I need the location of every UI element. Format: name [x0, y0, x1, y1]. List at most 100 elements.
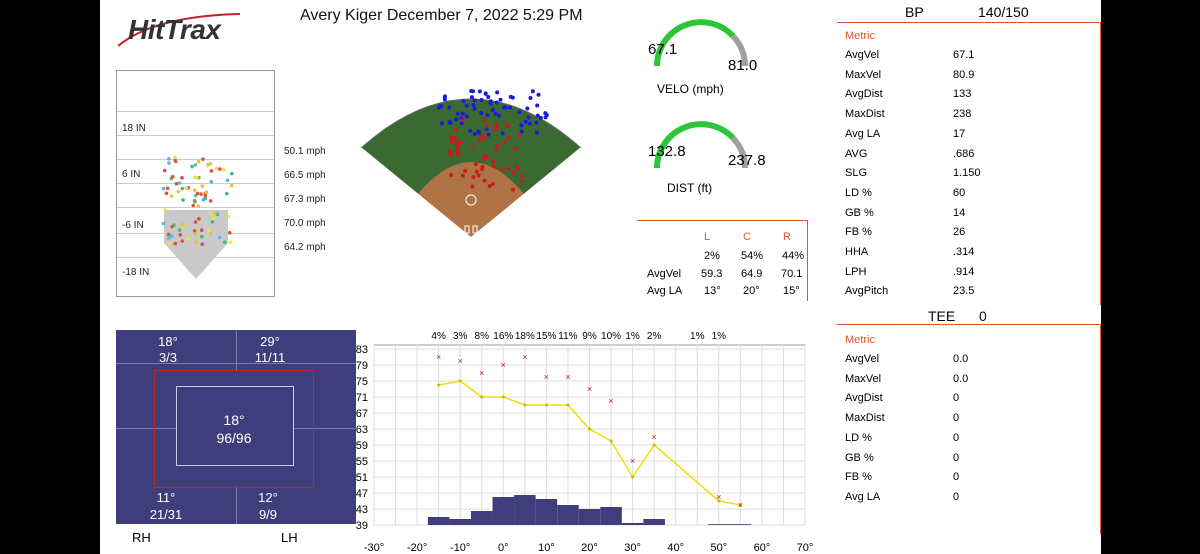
hit-dot	[488, 101, 493, 106]
metric-name: LD %	[845, 431, 872, 444]
y-tick-label: 43	[356, 504, 368, 516]
metric-value: 26	[953, 226, 966, 239]
panel-divider	[837, 324, 1101, 325]
zone-gridline	[117, 207, 274, 208]
y-tick-label: 67	[356, 408, 368, 420]
pitch-dot	[199, 192, 203, 196]
pct-left: 2%	[704, 250, 720, 262]
metric-name: MaxVel	[845, 372, 882, 385]
cell: 13°	[704, 285, 721, 297]
max-marker: ×	[479, 368, 484, 378]
pitch-dot	[170, 174, 175, 179]
pct-center: 54%	[741, 250, 764, 262]
hit-dot	[506, 135, 511, 140]
hit-dot	[464, 114, 469, 119]
metric-value: 67.1	[953, 49, 975, 61]
max-marker: ×	[652, 432, 657, 442]
hit-dot	[500, 131, 505, 136]
metric-row: LD % 60	[837, 187, 1101, 207]
hit-dot	[530, 89, 535, 94]
velo-max: 81.0	[728, 57, 758, 74]
metric-name: FB %	[845, 226, 872, 239]
zone-gridline	[117, 159, 274, 160]
metric-value: 133	[953, 88, 972, 101]
pitch-dot	[180, 239, 185, 243]
max-marker: ×	[738, 500, 743, 510]
hit-dot	[505, 123, 510, 128]
pitch-dot	[194, 240, 198, 244]
pitch-dot	[210, 220, 215, 224]
metric-row: AvgVel 0.0	[837, 353, 1101, 373]
pitch-dot	[197, 217, 201, 221]
hit-dot	[492, 128, 497, 133]
pitch-dot	[180, 186, 185, 191]
pitch-dot	[184, 186, 189, 191]
zone-label: 18 IN	[122, 123, 146, 134]
hit-dot	[472, 98, 477, 103]
x-tick-label: -20°	[407, 542, 427, 554]
hit-dot	[543, 111, 548, 116]
dist-value: 132.8	[648, 143, 686, 160]
home-plate-shape	[164, 210, 228, 279]
cell: 20°	[743, 285, 760, 297]
metric-name: AVG	[845, 147, 868, 160]
avg-point	[588, 427, 591, 431]
pitch-dot	[180, 176, 184, 180]
metric-name: LPH	[845, 265, 867, 278]
pitch-dot	[195, 175, 199, 180]
hit-dot	[449, 135, 454, 140]
count-bar	[729, 524, 752, 525]
max-marker: ×	[716, 492, 721, 502]
metric-header: Metric	[845, 334, 875, 346]
tee-count: 0	[979, 308, 987, 324]
hit-dot	[506, 166, 511, 171]
strike-zone-panel: 18 IN 6 IN -6 IN -18 IN	[116, 70, 275, 297]
hit-dot	[495, 90, 500, 95]
hit-dot	[490, 107, 495, 112]
max-marker: ×	[608, 396, 613, 406]
avg-point	[566, 403, 570, 407]
metric-name: MaxVel	[845, 68, 882, 81]
hit-dot	[456, 140, 461, 145]
zone-gridline	[117, 135, 274, 136]
metric-name: LD %	[845, 186, 872, 199]
max-marker: ×	[436, 352, 441, 362]
hit-dot	[513, 146, 518, 151]
hit-dot	[508, 105, 513, 110]
hit-dot	[461, 98, 466, 103]
bp-metrics-panel: BP 140/150 Metric AvgVel 67.1 MaxVel 80.9 Av…	[837, 0, 1101, 305]
pitch-dot	[203, 196, 208, 201]
hit-dot	[483, 91, 488, 96]
hit-dot	[543, 115, 548, 120]
count-bar	[643, 519, 665, 525]
center-zone-box	[176, 386, 294, 466]
avg-point	[544, 403, 548, 407]
pitch-dot	[201, 157, 205, 161]
mph-label: 66.5 mph	[284, 170, 326, 181]
pitch-dot	[161, 186, 166, 191]
mph-label: 67.3 mph	[284, 194, 326, 205]
metric-value: 0.0	[953, 353, 969, 365]
metric-row: Avg LA 0	[837, 491, 1101, 511]
x-tick-label: 30°	[624, 542, 641, 554]
metric-row: MaxDist 238	[837, 108, 1101, 128]
x-tick-label: 0°	[498, 542, 509, 554]
hit-dot	[484, 124, 489, 129]
pitch-dot	[195, 191, 200, 196]
hit-dot	[479, 133, 484, 138]
hit-dot	[477, 89, 482, 94]
metric-value: 0	[953, 451, 960, 464]
lcr-table: L C R 2% 54% 44% AvgVel 59.3 64.9 70.1 A…	[637, 220, 808, 301]
hit-dot	[452, 135, 457, 140]
metric-value: 238	[953, 108, 972, 121]
hit-dot	[470, 184, 475, 189]
bp-count: 140/150	[978, 4, 1029, 20]
metric-row: GB % 0	[837, 452, 1101, 472]
avg-point	[609, 439, 613, 443]
y-tick-label: 79	[356, 360, 368, 372]
pitch-dot	[191, 203, 195, 208]
hit-dot	[503, 105, 508, 110]
hit-dot	[463, 168, 468, 173]
hit-dot	[456, 152, 461, 157]
hit-dot	[510, 95, 515, 100]
